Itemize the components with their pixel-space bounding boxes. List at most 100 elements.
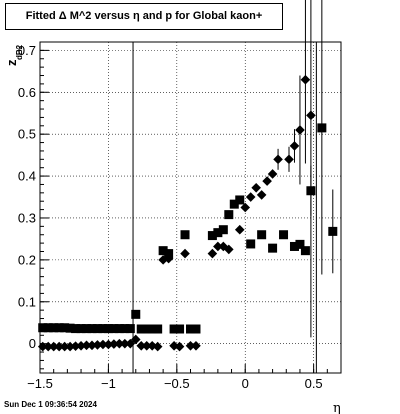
diamond-marker	[125, 338, 136, 349]
axis-ticks	[39, 49, 342, 373]
x-tick-label: 0	[242, 376, 249, 391]
diamond-marker	[267, 169, 278, 179]
diamond-marker	[98, 339, 108, 350]
square-marker	[317, 123, 327, 133]
diamond-marker	[185, 340, 196, 351]
square-marker	[60, 323, 70, 333]
square-marker	[180, 230, 190, 240]
square-marker	[131, 309, 141, 319]
square-marker	[191, 324, 201, 334]
diamond-marker	[163, 253, 174, 264]
timestamp-footer: Sun Dec 1 09:36:54 2024	[4, 400, 97, 409]
diamond-marker	[158, 255, 168, 265]
square-marker	[125, 324, 135, 334]
square-marker	[120, 324, 130, 334]
square-marker	[229, 199, 239, 209]
diamond-marker	[114, 338, 125, 349]
square-marker	[257, 230, 267, 240]
y-axis-label: z	[4, 59, 19, 66]
diamond-marker	[120, 338, 130, 349]
y-tick-label: 0.3	[18, 210, 36, 225]
square-marker	[38, 323, 48, 333]
y-tick-label: 0.5	[18, 127, 36, 142]
square-marker	[224, 210, 234, 220]
square-marker	[142, 324, 152, 334]
diamond-marker	[245, 192, 256, 202]
square-marker	[109, 324, 119, 334]
diamond-marker	[169, 340, 179, 351]
diamond-marker	[103, 339, 114, 350]
y-tick-label: 0.6	[18, 85, 36, 100]
diamond-marker	[300, 74, 311, 85]
diamond-marker	[48, 341, 59, 352]
diamond-marker	[152, 341, 163, 352]
x-tick-label: −1.5	[27, 376, 53, 391]
diamond-marker	[76, 340, 86, 351]
diamond-marker	[130, 334, 141, 345]
diamond-marker	[306, 110, 316, 121]
diamond-marker	[207, 248, 218, 259]
diamond-marker	[81, 340, 92, 351]
diamond-marker	[289, 141, 300, 151]
square-marker	[65, 323, 75, 333]
square-marker	[207, 231, 217, 241]
diamond-marker	[37, 341, 48, 352]
chart-title-box: Fitted Δ M^2 versus η and p for Global k…	[5, 3, 283, 30]
diamond-marker	[141, 340, 152, 351]
diamond-marker	[284, 154, 294, 165]
diamond-marker	[174, 341, 185, 352]
x-tick-label: −1	[101, 376, 116, 391]
chart-title: Fitted Δ M^2 versus η and p for Global k…	[25, 10, 263, 22]
square-marker	[289, 241, 299, 251]
square-marker	[213, 228, 223, 238]
diamond-marker	[59, 341, 70, 352]
diamond-marker	[43, 341, 54, 352]
square-marker	[103, 324, 113, 334]
diamond-marker	[54, 341, 64, 352]
grid-lines	[39, 42, 341, 373]
diamond-marker	[147, 340, 157, 351]
y-tick-label: 0.1	[18, 294, 36, 309]
diamond-marker	[87, 340, 97, 351]
square-marker	[306, 186, 316, 196]
square-marker	[300, 246, 310, 256]
square-marker	[54, 323, 64, 333]
diamond-marker	[180, 248, 190, 259]
y-tick-label: 0.4	[18, 169, 36, 184]
diamond-marker	[191, 340, 201, 351]
diamond-marker	[136, 340, 147, 351]
square-marker	[43, 323, 53, 333]
square-marker	[71, 324, 81, 334]
diamond-marker	[70, 341, 81, 351]
y-tick-label: 0.2	[18, 252, 36, 267]
square-marker	[136, 324, 146, 334]
plot-frame	[39, 41, 342, 374]
square-marker	[186, 324, 195, 334]
square-marker	[153, 324, 163, 334]
tick-labels: −1.5 −1 −0.5 0 0.5 0 0.1 0.2 0.3 0.4 0.5 0.6 0.7	[18, 43, 323, 391]
diamond-marker	[295, 125, 305, 135]
square-marker	[279, 230, 289, 240]
data-markers	[37, 74, 338, 352]
square-marker	[235, 195, 245, 205]
square-marker	[98, 324, 108, 334]
diamond-marker	[240, 202, 251, 213]
square-marker	[268, 243, 278, 253]
y-axis-label-subscript: dB2	[15, 44, 24, 60]
square-marker	[175, 324, 185, 334]
square-marker	[49, 323, 59, 333]
diamond-marker	[273, 154, 283, 165]
x-axis-label: η	[333, 401, 341, 414]
square-marker	[295, 239, 305, 249]
diamond-marker	[224, 244, 234, 255]
square-marker	[158, 246, 168, 256]
y-tick-label: 0	[29, 336, 36, 351]
square-marker	[114, 324, 124, 334]
diamond-marker	[251, 183, 261, 193]
square-marker	[218, 225, 228, 235]
diamond-marker	[109, 339, 119, 349]
vertical-marker-lines	[132, 42, 317, 373]
square-marker	[87, 324, 97, 334]
square-marker	[147, 324, 157, 334]
